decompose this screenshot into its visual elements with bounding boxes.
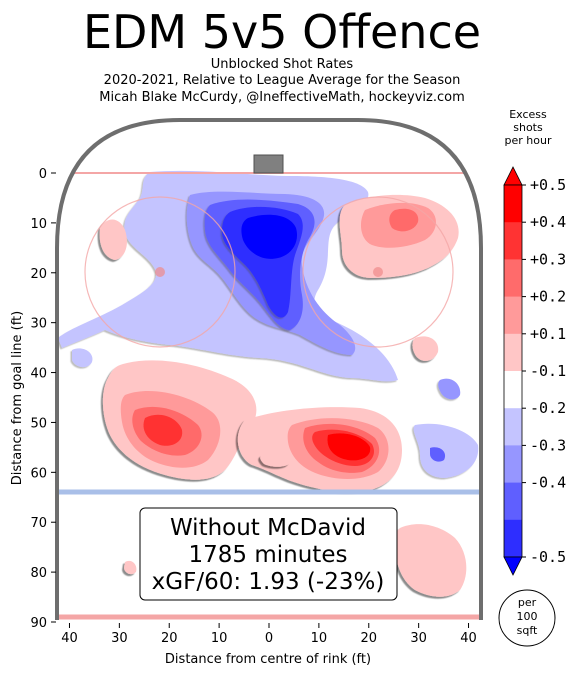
colorbar-tick-label: +0.3 [530,250,566,268]
colorbar-title: Excess shots per hour [496,108,560,147]
colorbar-tick-label: +0.2 [530,288,566,306]
y-tick-label: 70 [30,516,47,531]
faceoff-circle-left [84,196,236,348]
heat-red-upper-left [99,219,127,260]
colorbar-tick-label: +0.4 [530,213,566,231]
unit-line: per [518,596,537,609]
unit-line: 100 [517,610,538,623]
heat-blue-spot [430,447,446,462]
y-tick-label: 40 [30,367,47,382]
y-tick-label: 50 [30,416,47,431]
x-axis: 40 30 20 10 0 10 20 30 40 [61,623,477,646]
heat-blue-spot [413,423,479,478]
y-axis: 0 10 20 30 40 50 60 70 80 90 [30,167,56,631]
colorbar-tick-label: -0.1 [530,362,566,380]
heat-blue-spot [438,378,461,400]
y-tick-label: 80 [30,566,47,581]
heat-blue-spot [72,348,93,368]
faceoff-dot-left [155,267,165,277]
y-tick-label: 20 [30,267,47,282]
faceoff-circle-right [302,196,454,348]
chart-credit: Micah Blake McCurdy, @IneffectiveMath, h… [99,90,465,105]
y-tick-label: 0 [39,167,47,182]
annotation-line: xGF/60: 1.93 (-23%) [152,569,385,595]
chart-title: EDM 5v5 Offence [82,5,482,59]
colorbar: +0.5 +0.4 +0.3 +0.2 +0.1 -0.1 -0.2 -0.3 -0.4 -0.5 [503,166,566,576]
x-tick-label: 30 [111,631,128,646]
x-tick-label: 10 [311,631,328,646]
heat-blue-peak [241,214,298,259]
heat-red-bottom-left [124,560,137,575]
colorbar-title-line: Excess [509,108,547,121]
heat-red-spot [260,452,290,467]
colorbar-tick-label: -0.3 [530,436,566,454]
x-tick-label: 40 [61,631,78,646]
y-axis-label: Distance from goal line (ft) [10,311,25,485]
heat-red-spot [412,336,439,361]
y-tick-label: 10 [30,217,47,232]
colorbar-segment [504,371,522,409]
chart-subtitle: Unblocked Shot Rates [210,57,354,72]
colorbar-segment [504,333,522,372]
y-tick-label: 30 [30,317,47,332]
x-tick-label: 20 [161,631,178,646]
colorbar-segment [504,185,522,223]
x-tick-label: 0 [265,631,273,646]
y-tick-label: 60 [30,466,47,481]
faceoff-dot-right [373,267,383,277]
colorbar-segment [504,222,522,260]
colorbar-tick-label: +0.5 [530,176,566,194]
unit-badge: per 100 sqft [498,589,556,647]
rink-boards [55,118,483,620]
annotation-line: 1785 minutes [189,542,348,568]
colorbar-segment [504,445,522,484]
unit-line: sqft [517,624,538,637]
colorbar-extend-bottom [503,556,523,576]
colorbar-title-line: shots [513,121,543,134]
x-tick-label: 10 [211,631,228,646]
annotation-box: Without McDavid 1785 minutes xGF/60: 1.9… [139,507,398,601]
colorbar-segment [504,296,522,335]
x-axis-label: Distance from centre of rink (ft) [165,652,371,667]
heat-red-bottom-right [395,524,467,597]
heat-red-upper-right [339,194,459,278]
goal-net [253,154,284,174]
colorbar-tick-label: -0.4 [530,474,566,492]
colorbar-extend-top [503,166,523,186]
heat-red-lower-left [102,360,257,480]
colorbar-tick-label: -0.5 [530,548,566,566]
chart-season-note: 2020-2021, Relative to League Average fo… [103,73,461,88]
x-tick-label: 40 [460,631,477,646]
colorbar-segment [504,519,522,558]
colorbar-segment [504,259,522,298]
colorbar-title-line: per hour [504,134,552,147]
y-tick-label: 90 [30,616,47,631]
heat-red-lower-right [237,407,402,493]
colorbar-segment [504,482,522,521]
x-tick-label: 20 [360,631,377,646]
colorbar-tick-label: +0.1 [530,325,566,343]
colorbar-segment [504,408,522,446]
colorbar-tick-label: -0.2 [530,399,566,417]
annotation-line: Without McDavid [170,515,366,541]
x-tick-label: 30 [410,631,427,646]
